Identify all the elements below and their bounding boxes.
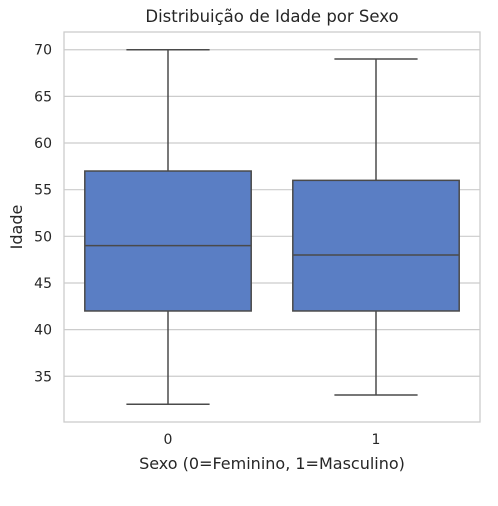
y-tick-label: 50 — [34, 229, 52, 245]
chart-title: Distribuição de Idade por Sexo — [145, 7, 398, 26]
y-tick-label: 70 — [34, 43, 52, 59]
plot-area: 35 40 45 50 55 60 65 70 0 1 — [34, 32, 480, 448]
x-axis-label: Sexo (0=Feminino, 1=Masculino) — [139, 454, 405, 473]
x-tick-label: 0 — [164, 432, 173, 448]
y-tick-label: 35 — [34, 369, 52, 385]
y-tick-label: 60 — [34, 136, 52, 152]
y-tick-label: 55 — [34, 183, 52, 199]
y-tick-label: 65 — [34, 89, 52, 105]
y-tick-label: 40 — [34, 323, 52, 339]
box-iqr — [85, 171, 251, 311]
y-tick-label: 45 — [34, 276, 52, 292]
box-iqr — [293, 180, 459, 311]
x-tick-label: 1 — [372, 432, 381, 448]
y-axis-label: Idade — [7, 205, 26, 250]
